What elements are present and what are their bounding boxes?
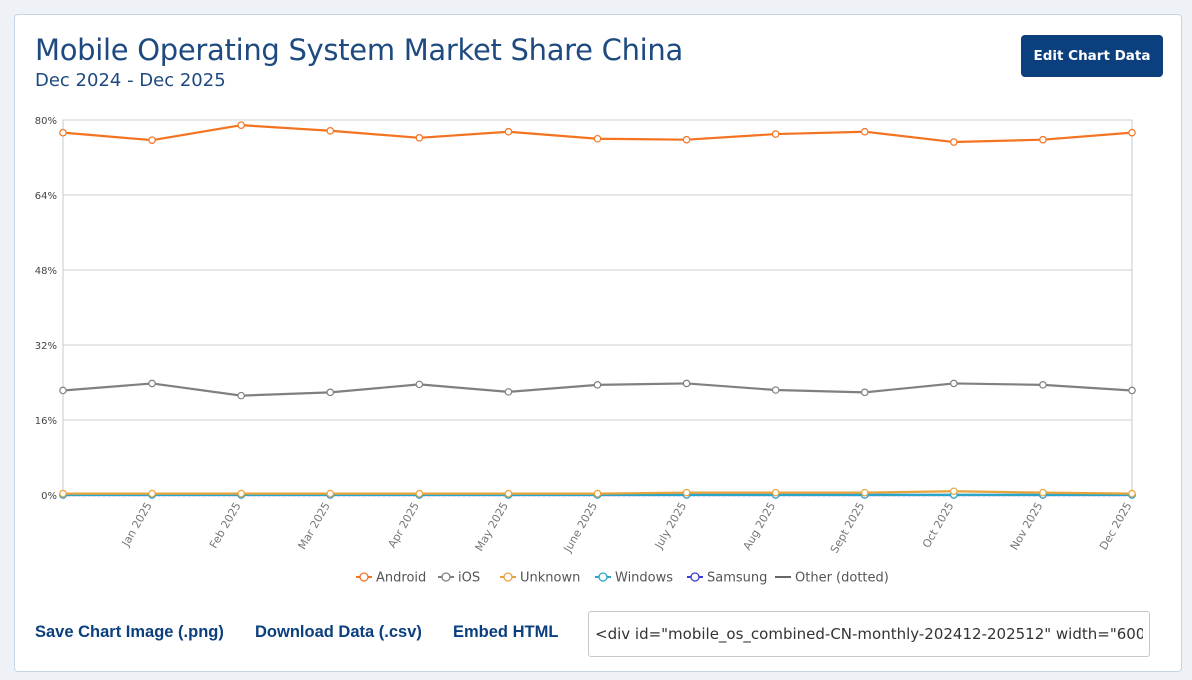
legend-label: Windows (615, 571, 673, 586)
y-tick-label: 32% (35, 341, 57, 352)
x-tick-label: Oct 2025 (920, 500, 957, 550)
data-point (771, 130, 780, 138)
legend-swatch-marker (359, 572, 369, 582)
data-point (593, 489, 602, 498)
data-point (415, 380, 424, 389)
data-point (1128, 386, 1136, 395)
data-point (326, 388, 335, 397)
data-point (593, 134, 602, 143)
legend-item: Android (356, 571, 426, 586)
x-tick-label: June 2025 (561, 500, 600, 555)
data-point (148, 489, 156, 498)
plot-area (62, 119, 1133, 496)
x-tick-label: May 2025 (473, 500, 511, 553)
x-tick-label: Jan 2025 (119, 500, 155, 549)
data-point (415, 134, 424, 142)
x-tick-label: Dec 2025 (1097, 500, 1135, 552)
x-tick-label: July 2025 (652, 500, 689, 552)
legend-swatch-marker (690, 572, 700, 582)
x-tick-label: Mar 2025 (295, 500, 332, 552)
y-tick-label: 80% (35, 116, 57, 127)
data-point (326, 126, 335, 135)
embed-code-field[interactable] (588, 611, 1150, 657)
legend-swatch-marker (598, 572, 608, 582)
data-point (59, 386, 67, 395)
data-point (148, 136, 156, 144)
y-tick-label: 64% (35, 191, 57, 202)
embed-html-link[interactable]: Embed HTML (453, 623, 559, 641)
date-range-subtitle: Dec 2024 - Dec 2025 (35, 70, 226, 91)
legend-label: Samsung (707, 571, 767, 586)
data-point (504, 127, 513, 136)
data-point (1039, 381, 1047, 389)
x-tick-label: Nov 2025 (1008, 500, 1046, 552)
legend-swatch-marker (503, 572, 513, 582)
data-point (504, 489, 513, 498)
data-point (771, 488, 780, 497)
y-tick-label: 0% (41, 491, 57, 502)
data-point (950, 138, 958, 146)
data-point (950, 487, 958, 496)
data-point (59, 489, 67, 498)
legend-label: Other (dotted) (795, 571, 889, 586)
legend-item: Windows (595, 571, 673, 586)
data-point (950, 379, 958, 388)
legend-swatch-marker (441, 572, 451, 582)
data-point (682, 135, 691, 144)
legend-label: Android (376, 571, 426, 586)
x-tick-label: Sept 2025 (828, 500, 868, 555)
data-point (504, 388, 513, 396)
legend-label: iOS (458, 571, 480, 586)
chart-legend: Android iOS Unknown Windows Samsung Other (do… (356, 571, 889, 586)
data-point (860, 127, 869, 136)
x-tick-label: Apr 2025 (385, 500, 422, 550)
data-point (860, 488, 869, 497)
data-point (1128, 489, 1136, 498)
data-point (771, 386, 780, 394)
chart-panel: Mobile Operating System Market Share Chi… (14, 14, 1182, 672)
data-point (59, 128, 67, 137)
data-point (148, 379, 156, 388)
data-point (237, 391, 245, 400)
data-point (1039, 135, 1047, 144)
data-point (1128, 128, 1136, 137)
page-title: Mobile Operating System Market Share Chi… (35, 33, 683, 67)
legend-label: Unknown (520, 571, 580, 586)
legend-item: Unknown (500, 571, 580, 586)
data-point (682, 379, 691, 388)
data-point (682, 488, 691, 497)
save-chart-image-link[interactable]: Save Chart Image (.png) (35, 623, 224, 641)
download-data-link[interactable]: Download Data (.csv) (255, 623, 422, 641)
y-tick-label: 16% (35, 416, 57, 427)
data-point (326, 489, 335, 498)
legend-item: Samsung (687, 571, 767, 586)
data-point (1039, 488, 1047, 497)
legend-item: iOS (438, 571, 480, 586)
data-point (860, 388, 869, 397)
edit-chart-data-button[interactable]: Edit Chart Data (1021, 35, 1163, 77)
market-share-line-chart: 0% 16% 32% 48% 64% 80% Jan 2025 Feb 2025 Mar 202… (35, 116, 1136, 586)
data-point (415, 489, 424, 498)
data-point (593, 381, 602, 389)
data-point (237, 121, 245, 129)
y-tick-label: 48% (35, 266, 57, 277)
data-point (237, 489, 245, 498)
x-tick-label: Feb 2025 (207, 500, 244, 551)
legend-item: Other (dotted) (775, 571, 889, 586)
x-tick-label: Aug 2025 (741, 500, 779, 552)
